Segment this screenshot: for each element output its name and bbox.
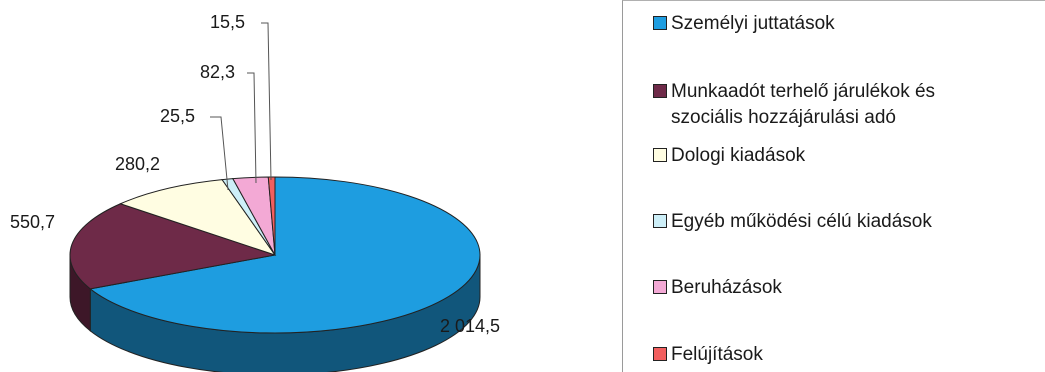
legend-label: Egyéb működési célú kiadások [671,211,932,232]
legend-swatch [653,214,667,228]
chart-legend: Személyi juttatások Munkaadót terhelő já… [622,0,1045,372]
legend-item-egyeb: Egyéb működési célú kiadások [653,209,1043,235]
data-label-3: 25,5 [160,106,195,126]
pie-slice-0 [89,176,481,334]
pie-slice-1 [69,203,276,290]
legend-label: Munkaadót terhelő járulékok és [671,81,936,102]
legend-label: Beruházások [671,277,782,298]
legend-swatch [653,84,667,98]
legend-label: Felújítások [671,344,763,365]
legend-label-line2: szociális hozzájárulási adó [671,107,896,128]
legend-label: Dologi kiadások [671,145,806,166]
leader-line-4 [247,72,257,184]
legend-item-felujitasok: Felújítások [653,342,1043,368]
legend-swatch [653,280,667,294]
pie-slice-2 [119,179,277,256]
data-label-5: 15,5 [210,12,245,32]
data-label-0: 2 014,5 [440,316,500,336]
legend-item-szemelyi: Személyi juttatások [653,11,1043,37]
data-label-4: 82,3 [200,62,235,82]
legend-label: Személyi juttatások [671,13,835,34]
legend-item-beruhazasok: Beruházások [653,275,1043,301]
data-labels: 2 014,5 550,7 280,2 25,5 82,3 15,5 [10,12,500,336]
legend-item-munkaado: Munkaadót terhelő járulékok és szociális… [653,79,1043,131]
pie-top [69,176,481,334]
pie-slice-5 [267,176,276,256]
pie-chart-svg: 2 014,5 550,7 280,2 25,5 82,3 15,5 [10,12,500,372]
legend-swatch [653,347,667,361]
legend-item-dologi: Dologi kiadások [653,143,1043,169]
data-label-1: 550,7 [10,212,55,232]
legend-swatch [653,16,667,30]
leader-line-3 [210,116,229,191]
leader-line-5 [261,22,272,181]
legend-swatch [653,148,667,162]
pie-chart: 2 014,5 550,7 280,2 25,5 82,3 15,5 [10,12,500,372]
data-label-2: 280,2 [115,154,160,174]
